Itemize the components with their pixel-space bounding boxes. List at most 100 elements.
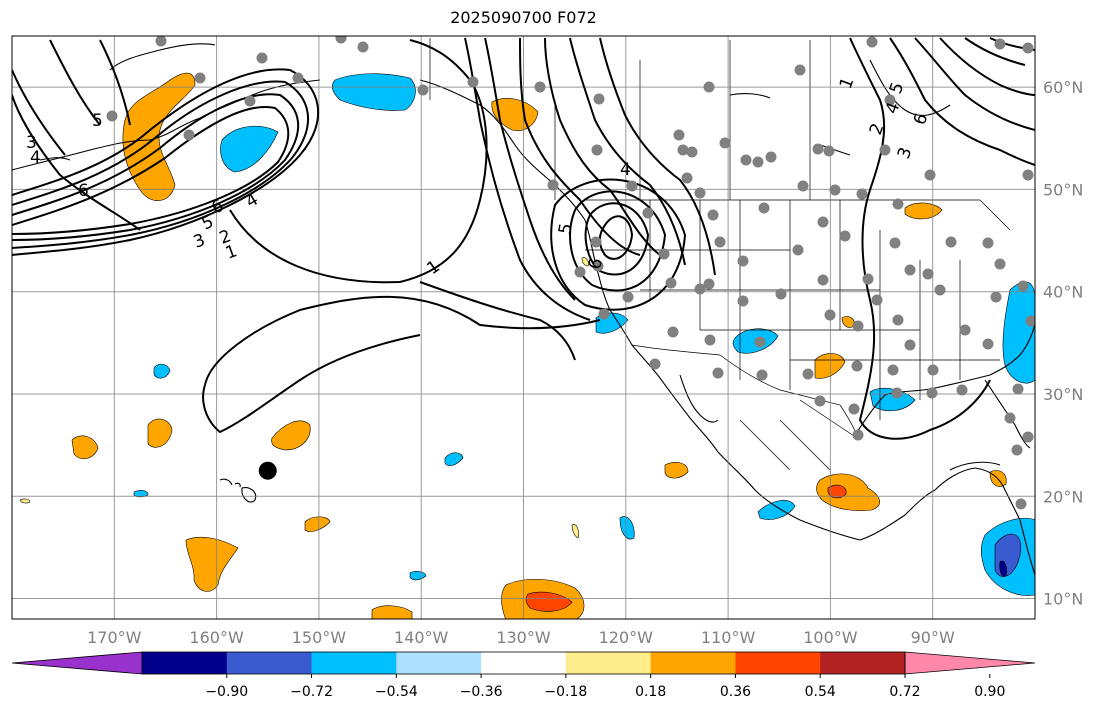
station-dot	[1025, 315, 1035, 327]
contour-label: 5	[92, 111, 103, 131]
station-dot	[824, 309, 836, 321]
colorbar-segment	[650, 652, 736, 674]
colorbar-segment	[735, 652, 821, 674]
station-dot	[851, 360, 863, 372]
station-dot	[866, 36, 878, 48]
longitude-label: 120°W	[599, 628, 654, 647]
latitude-label: 30°N	[1043, 385, 1083, 404]
longitude-label: 130°W	[496, 628, 551, 647]
station-dot	[797, 180, 809, 192]
station-dot	[792, 244, 804, 256]
station-dot	[829, 184, 841, 196]
station-dot	[677, 144, 689, 156]
station-dot	[994, 38, 1006, 50]
station-dot	[106, 110, 118, 122]
colorbar-segment	[142, 652, 228, 674]
station-dot	[1022, 169, 1034, 181]
station-dot	[982, 338, 994, 350]
station-dot	[887, 364, 899, 376]
station-dot	[765, 151, 777, 163]
political-borders	[429, 38, 1011, 471]
station-dot	[740, 154, 752, 166]
station-dot	[756, 369, 768, 381]
coastlines	[12, 43, 1035, 576]
station-dot	[754, 336, 766, 348]
station-dot	[802, 368, 814, 380]
station-dot	[758, 202, 770, 214]
station-dot	[904, 339, 916, 351]
station-dot	[1017, 280, 1029, 292]
colorbar-segment	[481, 652, 567, 674]
colorbar-tick-label: 0.54	[805, 684, 836, 700]
station-dot	[1012, 383, 1024, 395]
station-dot	[884, 94, 896, 106]
station-dot	[823, 145, 835, 157]
longitude-labels: 170°W 160°W 150°W 140°W 130°W 120°W 110°W 100°W…	[87, 628, 955, 647]
station-dot	[598, 308, 610, 320]
colorbar-tick-label: −0.90	[205, 684, 248, 700]
colorbar-tick-label: −0.72	[290, 684, 333, 700]
station-dot	[982, 237, 994, 249]
station-dot	[681, 172, 693, 184]
station-dot	[775, 288, 787, 300]
station-dot	[1011, 444, 1023, 456]
station-dot	[256, 52, 268, 64]
station-dot	[194, 72, 206, 84]
latitude-label: 10°N	[1043, 590, 1083, 609]
station-dot	[590, 236, 602, 248]
station-dot	[817, 274, 829, 286]
station-dot	[547, 179, 559, 191]
station-dot	[574, 266, 586, 278]
station-dot	[467, 76, 479, 88]
station-dot	[694, 187, 706, 199]
station-dot	[155, 36, 167, 47]
station-dot	[1022, 42, 1034, 54]
contour-label: 3	[26, 133, 37, 153]
station-dot	[658, 248, 670, 260]
longitude-label: 140°W	[394, 628, 449, 647]
station-dot	[335, 36, 347, 44]
contour-label: 6	[78, 181, 89, 201]
station-dot	[673, 129, 685, 141]
contour-lines	[12, 37, 1035, 440]
colorbar-tick-label: −0.54	[375, 684, 418, 700]
station-dot	[737, 295, 749, 307]
colorbar-tick-label: 0.18	[635, 684, 666, 700]
station-dot	[694, 283, 706, 295]
station-dot	[879, 144, 891, 156]
latitude-label: 50°N	[1043, 180, 1083, 199]
station-dot	[244, 95, 256, 107]
station-dot	[704, 334, 716, 346]
contour-label: 4	[620, 160, 631, 180]
colorbar-segment	[396, 652, 482, 674]
map-frame	[11, 35, 1036, 620]
latitude-label: 20°N	[1043, 487, 1083, 506]
colorbar-tick-label: 0.90	[974, 684, 1005, 700]
station-dot	[622, 291, 634, 303]
colorbar-segment	[820, 652, 906, 674]
station-dot	[812, 143, 824, 155]
station-dot	[990, 291, 1002, 303]
station-dot	[591, 144, 603, 156]
colorbar-frame	[141, 651, 906, 675]
station-dot	[357, 41, 369, 53]
colorbar-segment	[311, 652, 397, 674]
station-dot	[889, 237, 901, 249]
station-dot	[417, 84, 429, 96]
station-dot	[1015, 498, 1027, 510]
station-dot	[852, 320, 864, 332]
station-dot	[292, 72, 304, 84]
station-dot	[737, 255, 749, 267]
station-dot	[945, 236, 957, 248]
location-marker	[258, 461, 277, 480]
station-dot	[892, 198, 904, 210]
station-dot	[665, 277, 677, 289]
station-dot	[922, 268, 934, 280]
longitude-label: 110°W	[701, 628, 756, 647]
station-dot	[626, 180, 638, 192]
station-dot	[752, 156, 764, 168]
anomaly-shading	[19, 72, 1035, 619]
colorbar-extend-low	[11, 651, 143, 675]
station-dot	[934, 284, 946, 296]
